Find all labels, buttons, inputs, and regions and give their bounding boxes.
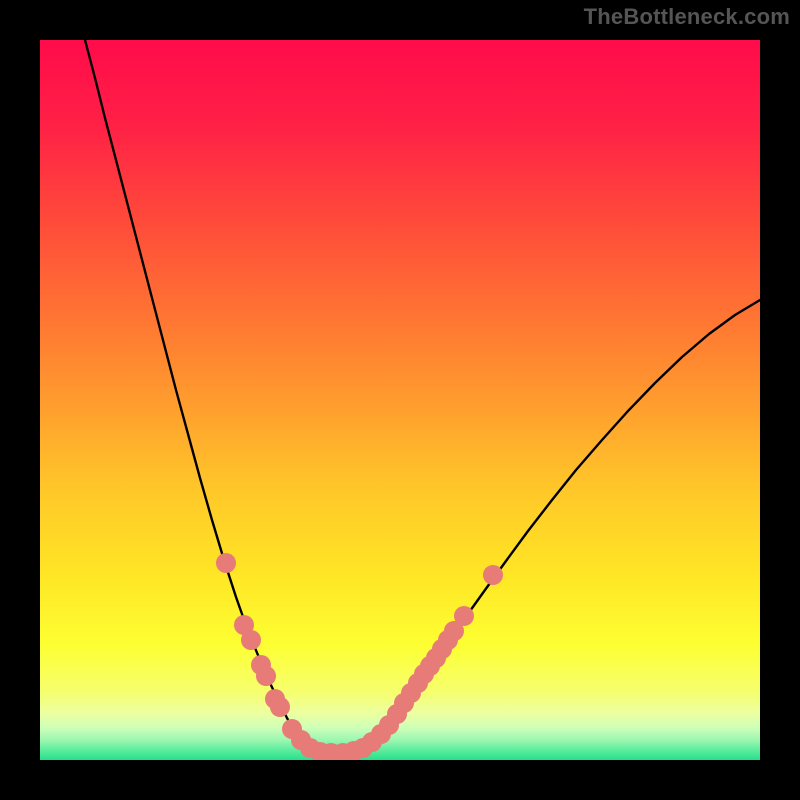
highlight-dot [270, 697, 290, 717]
chart-background-gradient [40, 40, 760, 760]
watermark-text: TheBottleneck.com [584, 4, 790, 30]
highlight-dot [483, 565, 503, 585]
highlight-dot [454, 606, 474, 626]
highlight-dot [241, 630, 261, 650]
highlight-dot [256, 666, 276, 686]
highlight-dot [216, 553, 236, 573]
chart-canvas [0, 0, 800, 800]
